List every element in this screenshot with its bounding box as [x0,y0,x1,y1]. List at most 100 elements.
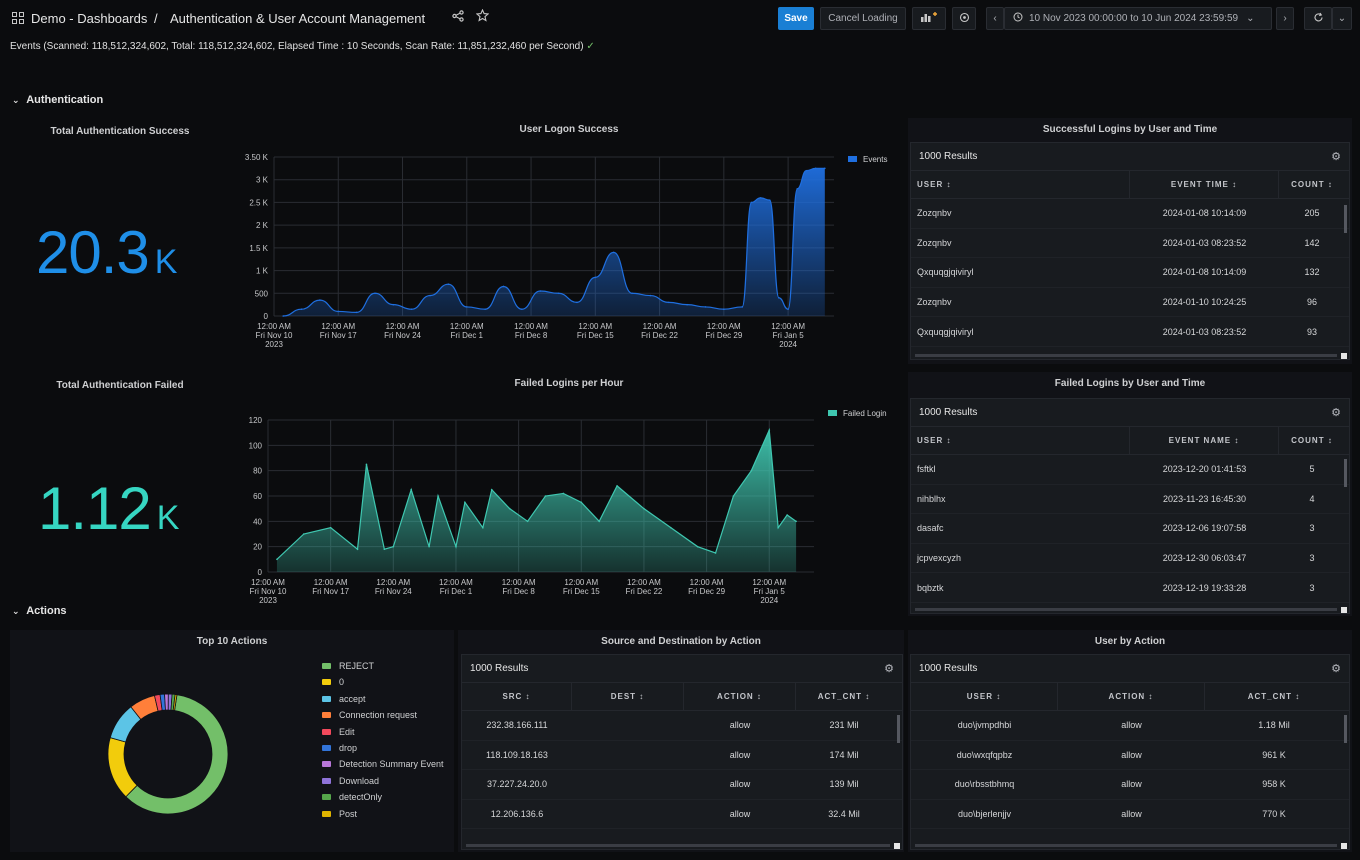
donut-slice-0[interactable] [125,694,229,815]
table-row[interactable]: 232.38.166.111 allow 231 Mil [462,711,902,741]
horizontal-scrollbar[interactable] [466,844,890,847]
check-icon: ✓ [586,41,595,52]
table-row[interactable]: Qxquqgjqiviryl 2024-01-08 10:14:09 132 [911,258,1349,288]
vertical-scrollbar[interactable] [897,715,900,743]
legend-item[interactable]: drop [322,743,357,753]
settings-icon [959,12,970,26]
row-authentication[interactable]: ⌄ Authentication [12,94,103,106]
horizontal-scrollbar[interactable] [915,844,1337,847]
table-row[interactable]: duo\jvmpdhbi allow 1.18 Mil [911,711,1349,741]
horizontal-scrollbar[interactable] [915,608,1337,611]
column-dest[interactable]: DEST ↕ [572,683,684,710]
donut-slice-1[interactable] [107,737,138,798]
table-row[interactable]: duo\bjerlenjjv allow 770 K [911,800,1349,830]
table-cell [572,770,684,799]
legend-item[interactable]: REJECT [322,661,374,671]
add-panel-button[interactable] [912,7,946,30]
save-button[interactable]: Save [778,7,814,30]
data-point [796,188,799,190]
column-action[interactable]: ACTION ↕ [684,683,796,710]
column-action[interactable]: ACTION ↕ [1058,683,1205,710]
legend-label[interactable]: Events [863,155,887,164]
row-actions[interactable]: ⌄ Actions [12,605,67,617]
horizontal-scrollbar[interactable] [915,354,1337,357]
column-src[interactable]: SRC ↕ [462,683,572,710]
legend-item[interactable]: 0 [322,677,344,687]
breadcrumb-folder[interactable]: Demo - Dashboards [31,11,148,26]
y-tick-label: 0 [258,568,263,577]
table-row[interactable]: jcpvexcyzh 2023-12-30 06:03:47 3 [911,544,1349,574]
donut-slice-6[interactable] [164,693,169,711]
time-shift-forward-button[interactable]: › [1276,7,1294,30]
star-icon[interactable] [475,8,490,25]
table-row[interactable]: nihblhx 2023-11-23 16:45:30 4 [911,485,1349,515]
column-count[interactable]: COUNT ↕ [1291,436,1333,445]
legend-label[interactable]: Failed Login [843,409,887,418]
column-count[interactable]: COUNT ↕ [1291,180,1333,189]
donut-chart[interactable] [88,674,248,834]
y-tick-label: 1.5 K [249,244,268,253]
table-cell: 4 [1309,493,1315,504]
table-cell: 96 [1306,297,1317,308]
share-icon[interactable] [452,10,464,25]
time-range-picker[interactable]: 10 Nov 2023 00:00:00 to 10 Jun 2024 23:5… [1004,7,1272,30]
column-user[interactable]: USER ↕ [911,683,1058,710]
table-settings-icon[interactable]: ⚙ [1331,663,1341,675]
table-row[interactable]: 37.227.24.20.0 allow 139 Mil [462,770,902,800]
legend-item[interactable]: detectOnly [322,792,382,802]
y-tick-label: 500 [255,289,269,298]
table-row[interactable]: bqbztk 2023-12-19 19:33:28 3 [911,573,1349,603]
x-tick-label: 12:00 AM [321,322,355,331]
refresh-button[interactable] [1304,7,1332,30]
vertical-scrollbar[interactable] [1344,715,1347,743]
table-row[interactable]: Qxquqgjqiviryl 2024-01-03 08:23:52 93 [911,317,1349,347]
legend-item[interactable]: Connection request [322,710,417,720]
time-shift-back-button[interactable]: ‹ [986,7,1004,30]
refresh-interval-dropdown[interactable]: ⌄ [1332,7,1352,30]
vertical-scrollbar[interactable] [1344,205,1347,233]
table-row[interactable]: 118.109.18.163 allow 174 Mil [462,741,902,771]
table-row[interactable]: fsftkl 2023-12-20 01:41:53 5 [911,455,1349,485]
legend-item[interactable]: accept [322,694,366,704]
table-settings-icon[interactable]: ⚙ [1331,151,1341,163]
legend-item[interactable]: Post [322,809,357,819]
column-user[interactable]: USER ↕ [911,427,1130,454]
dashboard-settings-button[interactable] [952,7,976,30]
legend-item[interactable]: Edit [322,727,355,737]
vertical-scrollbar[interactable] [1344,459,1347,487]
column-event-time[interactable]: EVENT TIME ↕ [1130,171,1279,198]
table-cell: 205 [1304,208,1320,219]
column-user[interactable]: USER ↕ [911,171,1130,198]
column-event-name[interactable]: EVENT NAME ↕ [1130,427,1279,454]
table-row[interactable]: dasafc 2023-12-06 19:07:58 3 [911,514,1349,544]
table-settings-icon[interactable]: ⚙ [884,663,894,675]
stat-success-value: 20.3 K [36,218,177,287]
legend-item[interactable]: Download [322,776,379,786]
legend-label: Post [339,808,358,819]
table-header-bar: 1000 Results ⚙ [911,143,1349,171]
cancel-loading-button[interactable]: Cancel Loading [820,7,906,30]
table-cell: allow [729,720,751,731]
table-row[interactable]: duo\rbsstbhmq allow 958 K [911,770,1349,800]
table-row[interactable]: Zozqnbv 2024-01-10 10:24:25 96 [911,288,1349,318]
table-cell: 961 K [1262,749,1286,760]
legend-swatch [322,745,331,751]
column-act-cnt[interactable]: ACT_CNT ↕ [1247,692,1301,701]
table-row[interactable]: 12.206.136.6 allow 32.4 Mil [462,800,902,830]
table-row[interactable]: Zozqnbv 2024-01-08 10:14:09 205 [911,199,1349,229]
table-settings-icon[interactable]: ⚙ [1331,407,1341,419]
column-act-cnt[interactable]: ACT_CNT ↕ [817,692,871,701]
legend-label: drop [339,743,358,753]
legend-item[interactable]: Detection Summary Event [322,759,444,769]
table-cell: duo\bjerlenjjv [957,809,1012,820]
scroll-corner [894,843,900,849]
table-cell: 2024-01-10 10:24:25 [1162,297,1247,308]
data-point [580,501,583,504]
table-row[interactable]: Zozqnbv 2024-01-03 08:23:52 142 [911,229,1349,259]
donut-slice-9[interactable] [172,693,178,711]
results-count: 1000 Results [919,663,978,674]
dashboards-grid-icon[interactable] [12,12,24,24]
table-row[interactable]: duo\wxqfqpbz allow 961 K [911,741,1349,771]
